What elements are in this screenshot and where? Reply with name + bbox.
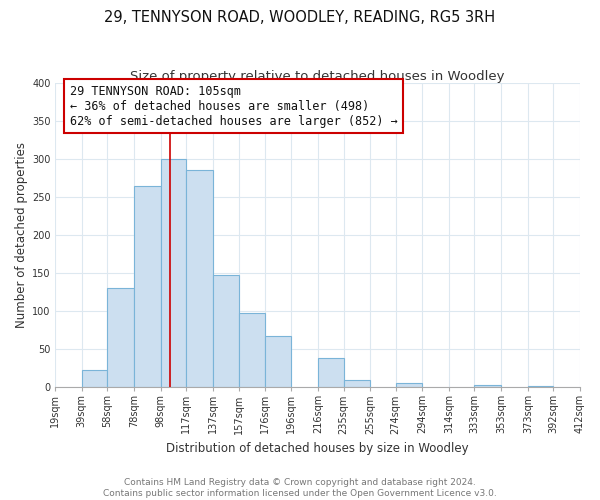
Bar: [344, 380, 370, 387]
Bar: [318, 358, 344, 387]
Bar: [161, 159, 186, 387]
Bar: [212, 276, 239, 387]
Text: Contains HM Land Registry data © Crown copyright and database right 2024.
Contai: Contains HM Land Registry data © Crown c…: [103, 478, 497, 498]
Bar: [134, 186, 161, 387]
Bar: [475, 385, 501, 387]
Y-axis label: Number of detached properties: Number of detached properties: [15, 142, 28, 328]
Bar: [82, 370, 107, 387]
Text: 29, TENNYSON ROAD, WOODLEY, READING, RG5 3RH: 29, TENNYSON ROAD, WOODLEY, READING, RG5…: [104, 10, 496, 25]
Bar: [239, 312, 265, 387]
Bar: [528, 386, 553, 387]
Bar: [107, 288, 134, 387]
Bar: [265, 336, 292, 387]
Bar: [186, 170, 212, 387]
Title: Size of property relative to detached houses in Woodley: Size of property relative to detached ho…: [130, 70, 505, 83]
Bar: [395, 384, 422, 387]
X-axis label: Distribution of detached houses by size in Woodley: Distribution of detached houses by size …: [166, 442, 469, 455]
Text: 29 TENNYSON ROAD: 105sqm
← 36% of detached houses are smaller (498)
62% of semi-: 29 TENNYSON ROAD: 105sqm ← 36% of detach…: [70, 84, 397, 128]
